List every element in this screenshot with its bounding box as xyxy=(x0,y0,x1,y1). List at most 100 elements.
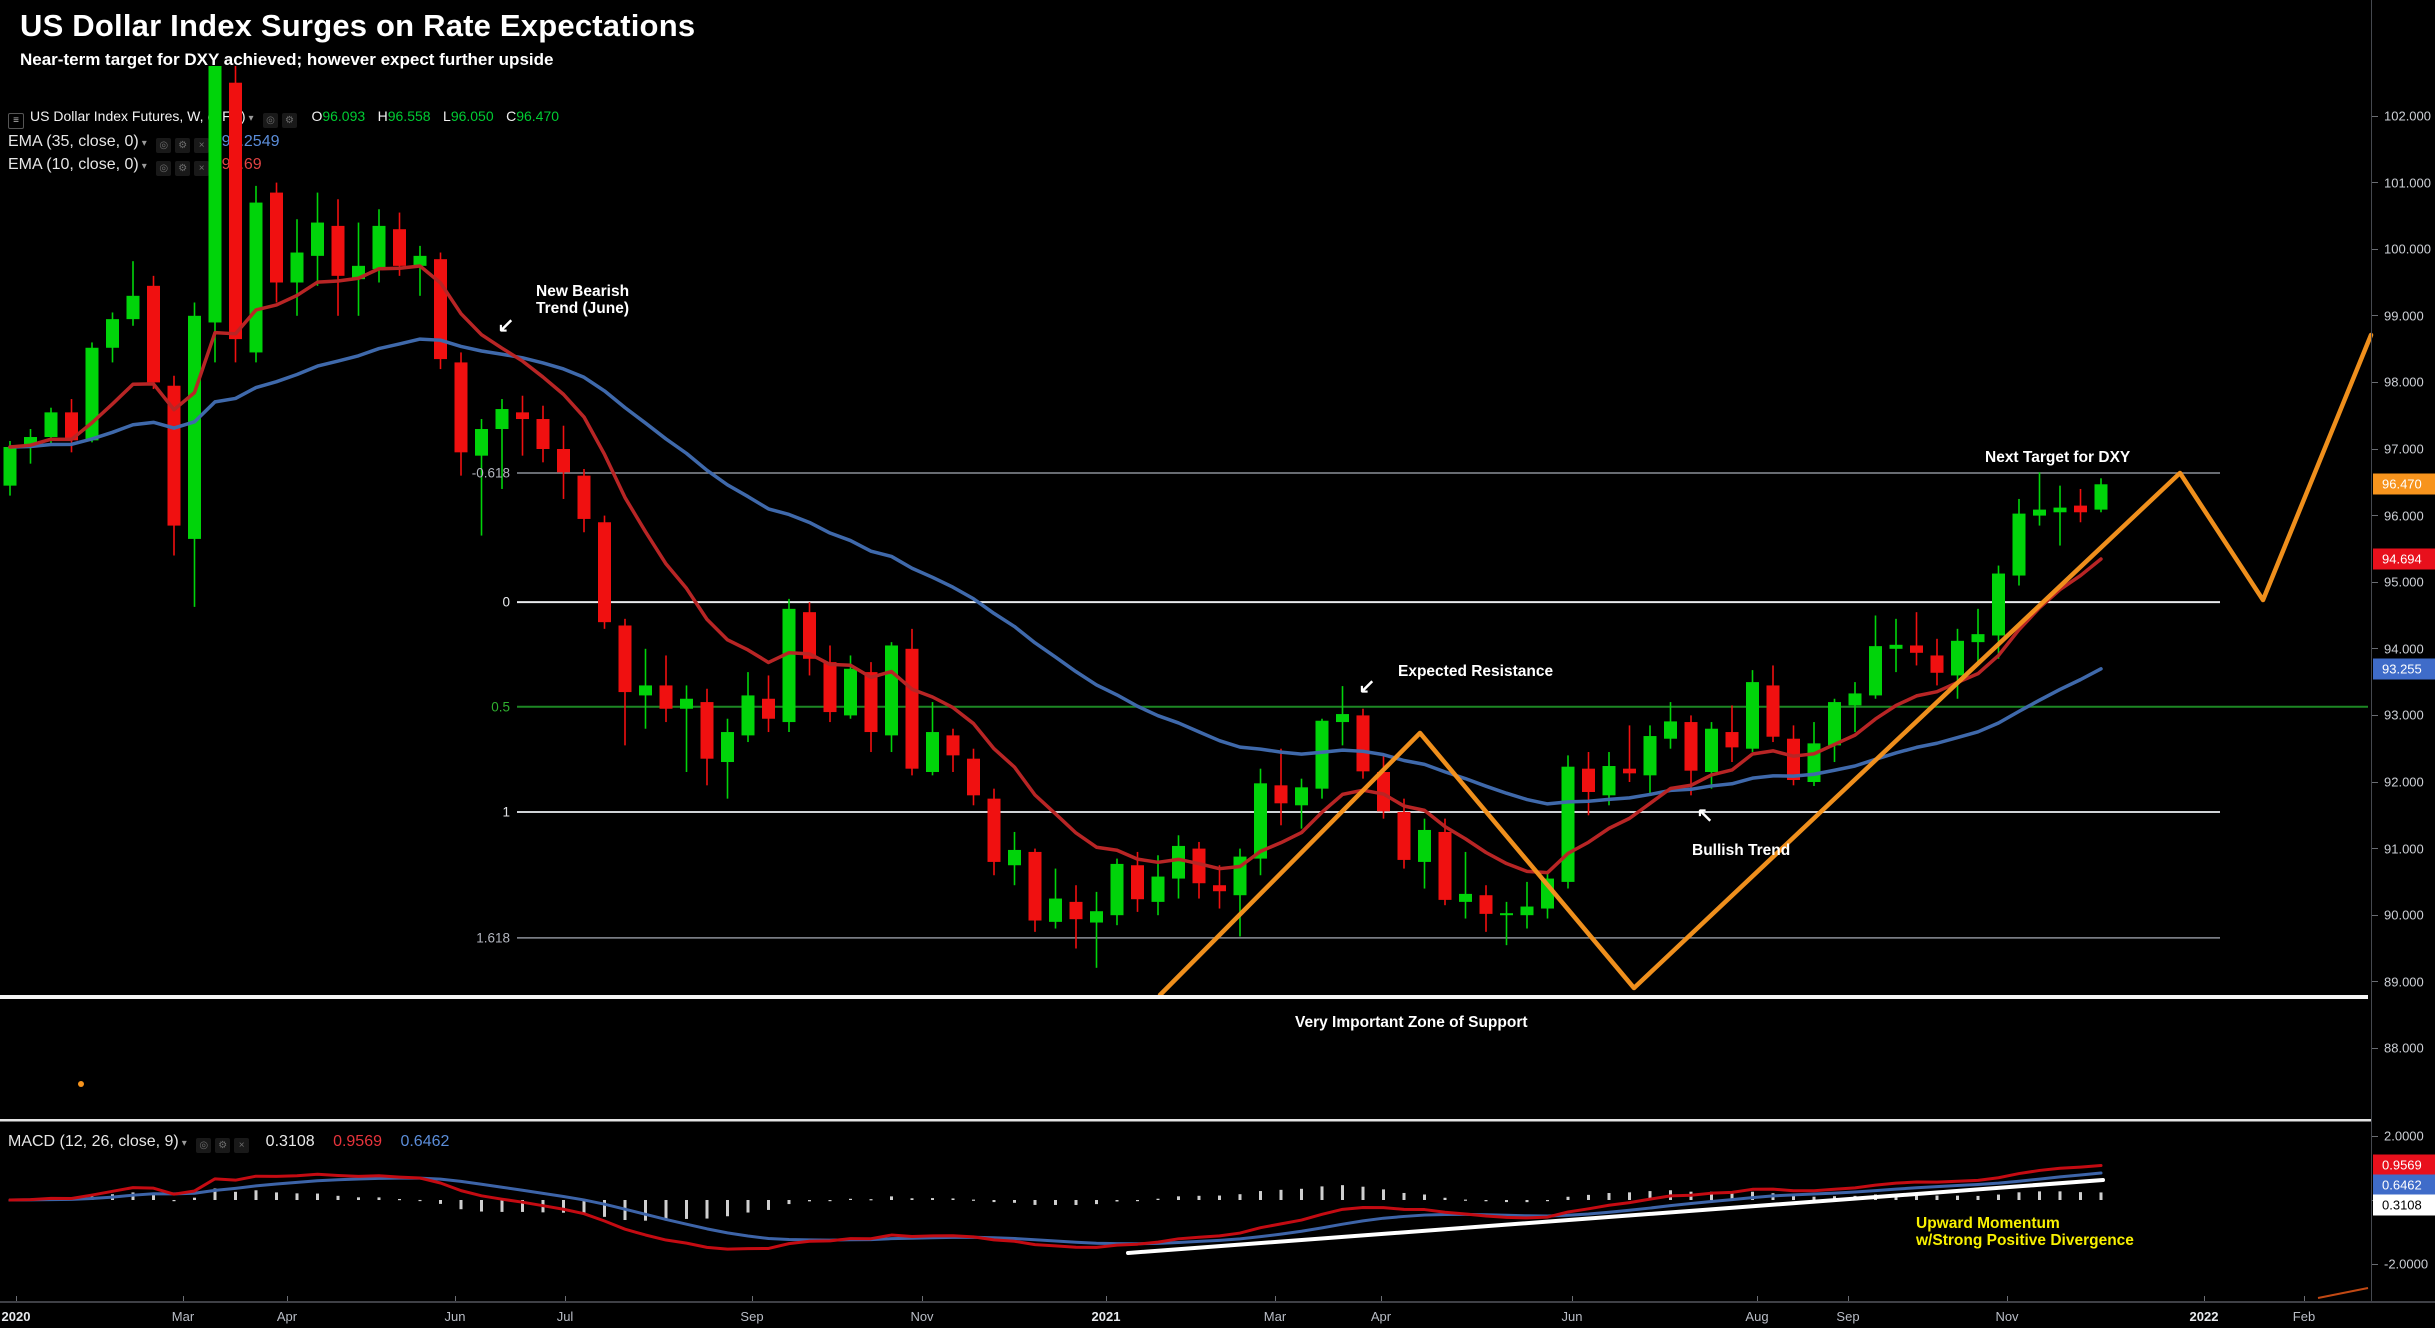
price-tick xyxy=(2372,515,2378,517)
close-icon[interactable]: × xyxy=(194,138,210,153)
macd-histogram-bar xyxy=(1525,1200,1529,1203)
candle-body xyxy=(147,285,160,383)
macd-histogram-bar xyxy=(1361,1186,1365,1200)
macd-signal-line xyxy=(8,1171,2103,1246)
candle-body xyxy=(741,695,755,736)
macd-histogram-bar xyxy=(1792,1195,1795,1200)
candle-body xyxy=(1336,714,1349,723)
candle-body xyxy=(1889,644,1903,649)
macd-line-value: 0.9569 xyxy=(333,1133,382,1150)
chevron-down-icon[interactable]: ▾ xyxy=(141,138,147,149)
time-axis-label[interactable]: Mar xyxy=(171,1309,195,1324)
macd-histogram-bar xyxy=(828,1200,832,1202)
gear-icon[interactable]: ⚙ xyxy=(281,113,297,128)
macd-histogram-bar xyxy=(787,1200,791,1205)
candle-body xyxy=(434,259,447,360)
support-zone-line[interactable] xyxy=(0,995,2368,999)
time-axis-label[interactable]: Nov xyxy=(1995,1309,2019,1324)
price-scale[interactable]: 102.000 101.000 100.000 99.000 98.000 97.000 9… xyxy=(2372,0,2435,1328)
macd-trendline[interactable] xyxy=(1126,1178,2105,1255)
candle-body xyxy=(1582,768,1595,792)
price-tick xyxy=(2372,981,2378,983)
macd-legend: MACD (12, 26, close, 9) ▾ ◎ ⚙ × 0.3108 0.95… xyxy=(8,1133,449,1153)
time-tick xyxy=(1572,1296,1573,1301)
macd-histogram-bar xyxy=(1054,1200,1057,1205)
symbol-name[interactable]: US Dollar Index Futures, W, (CFD) xyxy=(30,108,246,124)
eye-icon[interactable]: ◎ xyxy=(196,1138,212,1153)
candle-body xyxy=(3,447,17,486)
eye-icon[interactable]: ◎ xyxy=(156,161,172,176)
time-axis-label[interactable]: Nov xyxy=(910,1309,934,1324)
pane-separator[interactable] xyxy=(0,1119,2371,1122)
macd-histogram-bar xyxy=(1505,1200,1508,1203)
price-axis-label: 93.000 xyxy=(2384,707,2424,723)
price-tick xyxy=(2372,182,2378,184)
candle-body xyxy=(1869,646,1882,696)
ema35-name[interactable]: EMA (35, close, 0) xyxy=(8,133,139,150)
orange-zigzag-projection xyxy=(1157,332,2374,998)
price-axis-label: 100.000 xyxy=(2384,241,2431,257)
fib-label-1: 1 xyxy=(502,804,510,820)
macd-histogram-bar xyxy=(521,1200,524,1212)
candle-body xyxy=(208,66,222,323)
annotation-upward-momentum: Upward Momentum w/Strong Positive Diverg… xyxy=(1916,1215,2134,1249)
macd-histogram-bar xyxy=(500,1200,504,1212)
eye-icon[interactable]: ◎ xyxy=(156,138,172,153)
macd-histogram-bar xyxy=(1915,1194,1918,1200)
time-axis-label[interactable]: 2021 xyxy=(1091,1309,1121,1324)
orange-mark xyxy=(78,1081,84,1087)
macd-histogram-bar xyxy=(2079,1192,2082,1200)
time-axis-label[interactable]: Jun xyxy=(1561,1309,1583,1324)
time-axis-label[interactable]: Mar xyxy=(1263,1309,1287,1324)
eye-icon[interactable]: ◎ xyxy=(262,113,278,128)
macd-histogram-bar xyxy=(1812,1196,1816,1200)
close-icon[interactable]: × xyxy=(234,1138,250,1153)
candle-body xyxy=(516,412,529,420)
price-tick xyxy=(2372,848,2378,850)
candle-body xyxy=(823,662,837,713)
macd-histogram-bar xyxy=(172,1200,176,1202)
annotation-next-target: Next Target for DXY xyxy=(1985,449,2131,466)
chevron-down-icon[interactable]: ▾ xyxy=(141,161,147,172)
candle-body xyxy=(946,735,960,756)
candle-body xyxy=(700,702,714,759)
time-axis-label[interactable]: Aug xyxy=(1745,1309,1769,1324)
time-axis-label[interactable]: Sep xyxy=(740,1309,764,1324)
close-icon[interactable]: × xyxy=(194,161,210,176)
candle-body xyxy=(495,409,509,430)
time-scale[interactable]: 2020 Mar Apr Jun Jul Sep Nov 2021 Mar Apr Jun Aug Se… xyxy=(0,1296,2435,1328)
time-axis-label[interactable]: Feb xyxy=(2292,1309,2316,1324)
time-axis-label[interactable]: Apr xyxy=(276,1309,298,1324)
gear-icon[interactable]: ⚙ xyxy=(215,1138,231,1153)
chevron-down-icon[interactable]: ▾ xyxy=(248,113,254,124)
macd-histogram-bar xyxy=(1833,1196,1836,1200)
price-tick xyxy=(2372,714,2378,716)
gear-icon[interactable]: ⚙ xyxy=(175,138,191,153)
time-axis-label[interactable]: 2022 xyxy=(2189,1309,2219,1324)
candle-body xyxy=(1459,893,1472,902)
macd-histogram-bar xyxy=(910,1198,914,1200)
time-axis-label[interactable]: Apr xyxy=(1370,1309,1392,1324)
fib-label-1.618: 1.618 xyxy=(476,930,510,946)
gear-icon[interactable]: ⚙ xyxy=(175,161,191,176)
time-axis-label[interactable]: Sep xyxy=(1836,1309,1860,1324)
time-axis-label[interactable]: 2020 xyxy=(1,1309,31,1324)
time-axis-label[interactable]: Jul xyxy=(556,1309,574,1324)
candle-body xyxy=(1172,845,1185,879)
time-axis-label[interactable]: Jun xyxy=(444,1309,466,1324)
chevron-down-icon[interactable]: ▾ xyxy=(181,1138,187,1149)
macd-histogram-bar xyxy=(1566,1196,1570,1200)
candle-body xyxy=(1766,685,1780,737)
menu-icon[interactable]: ≡ xyxy=(8,113,24,129)
candle-body xyxy=(1254,783,1267,859)
price-tick xyxy=(2372,315,2378,317)
macd-axis-label: -2.0000 xyxy=(2384,1256,2429,1272)
macd-name[interactable]: MACD (12, 26, close, 9) xyxy=(8,1133,179,1150)
candle-body xyxy=(331,225,345,276)
ema10-name[interactable]: EMA (10, close, 0) xyxy=(8,156,139,173)
close-label: C xyxy=(506,108,517,124)
macd-histogram-bar xyxy=(808,1200,811,1202)
macd-histogram-bar xyxy=(664,1200,668,1221)
